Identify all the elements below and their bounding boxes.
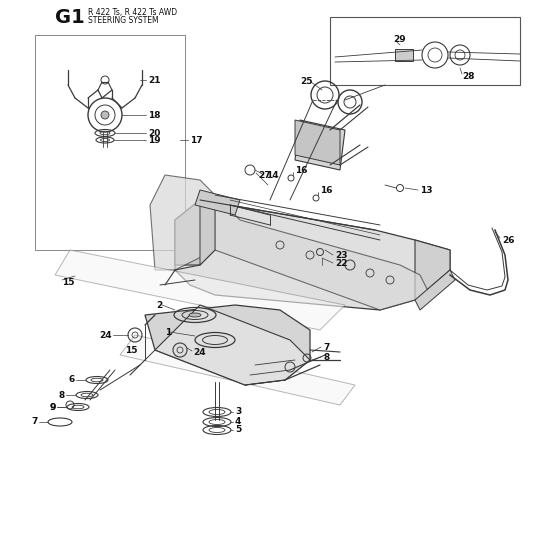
Polygon shape [120, 335, 355, 405]
Bar [395, 49, 413, 61]
Text: 4: 4 [235, 418, 241, 427]
Polygon shape [295, 120, 340, 165]
Text: 14: 14 [266, 170, 279, 180]
Polygon shape [175, 200, 450, 310]
Text: 24: 24 [99, 330, 112, 339]
Bar [330, 17, 520, 85]
Text: G1: G1 [55, 7, 85, 26]
Text: 18: 18 [148, 110, 161, 119]
Text: 27: 27 [258, 170, 270, 180]
Text: 2: 2 [156, 301, 162, 310]
Polygon shape [55, 250, 345, 330]
Text: 8: 8 [59, 390, 65, 399]
Text: 15: 15 [125, 346, 138, 354]
Text: 16: 16 [320, 185, 333, 194]
Text: 25: 25 [300, 77, 312, 86]
Text: 19: 19 [148, 136, 161, 144]
Circle shape [101, 111, 109, 119]
Text: 17: 17 [190, 136, 203, 144]
Text: 9: 9 [50, 403, 56, 412]
Text: 1: 1 [165, 328, 171, 337]
Text: 16: 16 [295, 166, 307, 175]
Polygon shape [175, 195, 215, 265]
Text: 9: 9 [50, 403, 56, 412]
Polygon shape [150, 175, 430, 310]
Text: 23: 23 [335, 250, 348, 259]
Text: 13: 13 [420, 185, 432, 194]
Text: 7: 7 [31, 418, 38, 427]
Text: STEERING SYSTEM: STEERING SYSTEM [88, 16, 158, 25]
Text: 29: 29 [393, 35, 405, 44]
Text: R 422 Ts, R 422 Ts AWD: R 422 Ts, R 422 Ts AWD [88, 7, 177, 16]
Text: 20: 20 [148, 128, 160, 138]
Polygon shape [200, 195, 215, 265]
Polygon shape [415, 240, 450, 300]
Ellipse shape [189, 313, 201, 317]
Text: 15: 15 [62, 278, 74, 287]
Text: 3: 3 [235, 408, 241, 417]
Polygon shape [415, 270, 455, 310]
Text: 26: 26 [502, 236, 515, 245]
Text: 22: 22 [335, 259, 348, 268]
Text: 5: 5 [235, 426, 241, 435]
Text: 21: 21 [148, 76, 161, 85]
Polygon shape [195, 190, 240, 215]
Polygon shape [145, 305, 310, 385]
Text: 28: 28 [462, 72, 474, 81]
Polygon shape [295, 120, 345, 170]
Text: 6: 6 [69, 376, 75, 385]
Polygon shape [155, 305, 310, 385]
Text: 7: 7 [323, 343, 329, 352]
Text: 24: 24 [193, 348, 206, 357]
Text: 8: 8 [323, 352, 329, 362]
Bar [35, 35, 185, 250]
